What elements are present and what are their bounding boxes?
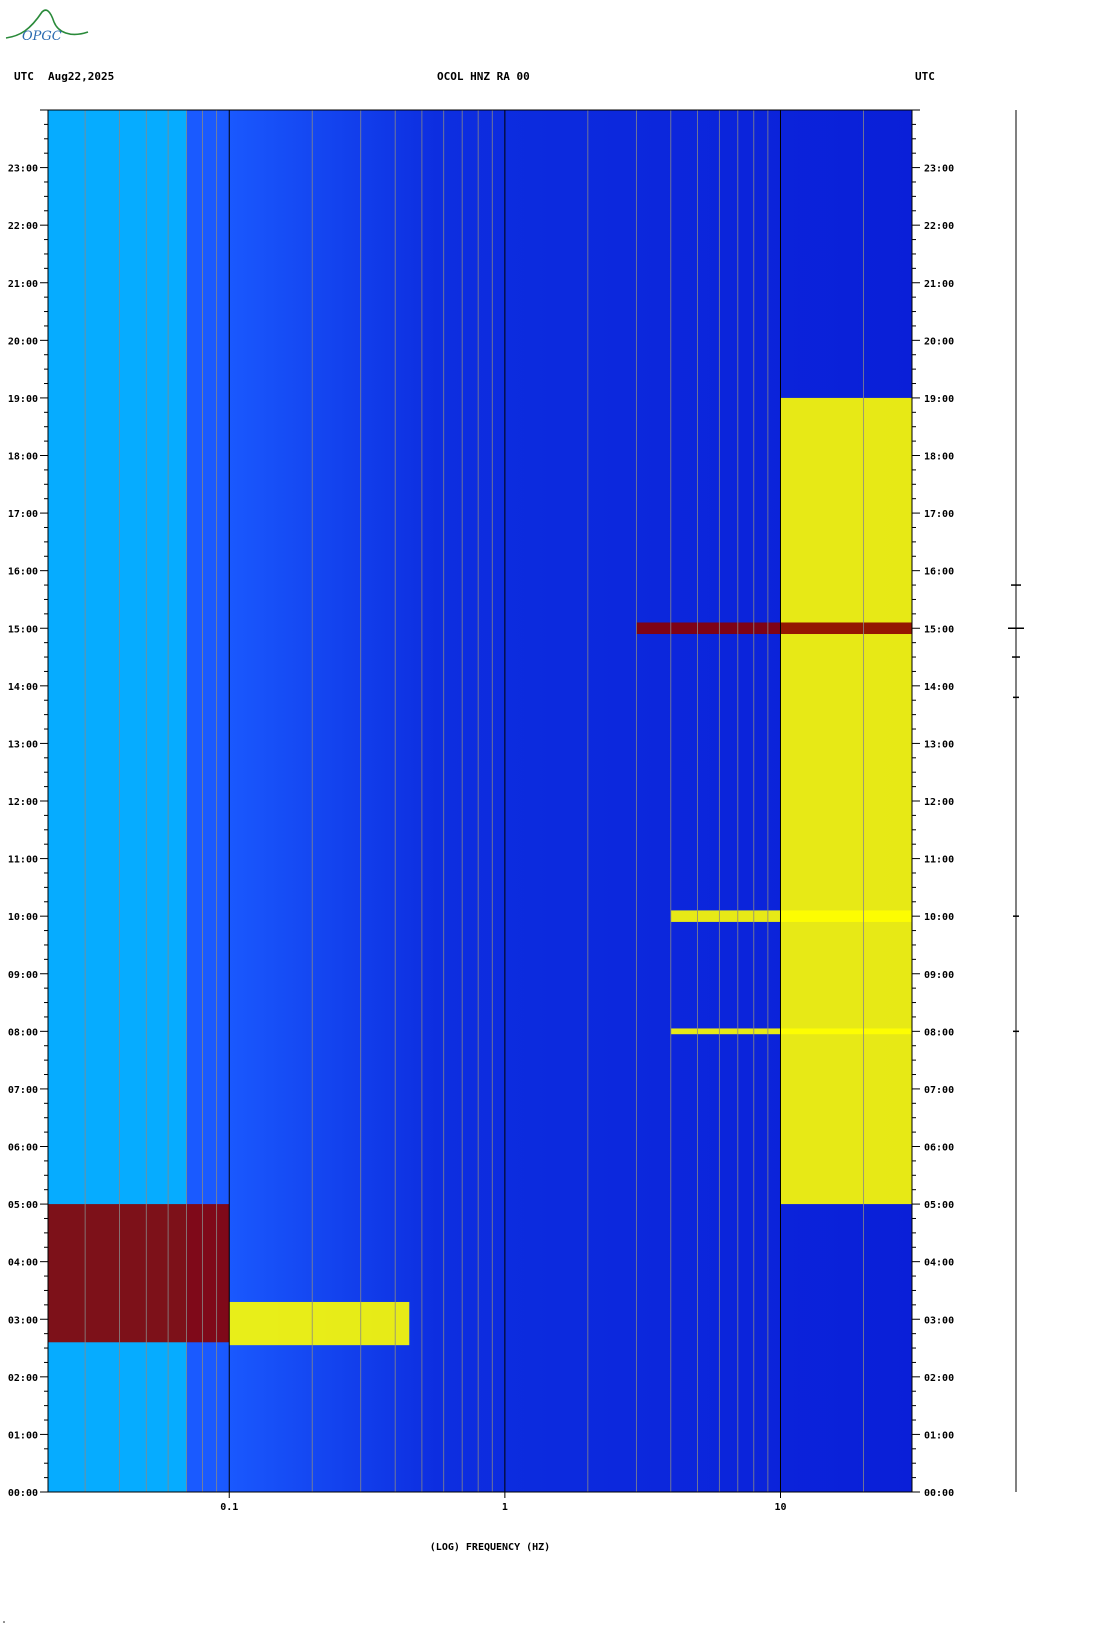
right-time-label: 12:00 xyxy=(924,797,954,808)
corner-mark: ᵃ xyxy=(2,1620,6,1627)
right-time-label: 11:00 xyxy=(924,855,954,866)
right-time-label: 20:00 xyxy=(924,336,954,347)
left-time-label: 20:00 xyxy=(8,336,38,347)
left-time-label: 17:00 xyxy=(8,509,38,520)
feature-5 xyxy=(670,1028,912,1035)
right-time-label: 19:00 xyxy=(924,394,954,405)
right-time-label: 07:00 xyxy=(924,1085,954,1096)
left-time-label: 12:00 xyxy=(8,797,38,808)
right-time-label: 01:00 xyxy=(924,1430,954,1441)
left-time-label: 14:00 xyxy=(8,682,38,693)
frequency-tick-label: 1 xyxy=(502,1502,508,1513)
frequency-axis: 0.1 1 10 xyxy=(220,1492,787,1513)
left-time-label: 07:00 xyxy=(8,1085,38,1096)
left-time-label: 15:00 xyxy=(8,624,38,635)
left-time-label: 03:00 xyxy=(8,1315,38,1326)
right-time-label: 05:00 xyxy=(924,1200,954,1211)
left-time-label: 23:00 xyxy=(8,164,38,175)
station-title: OCOL HNZ RA 00 xyxy=(437,70,530,83)
left-time-label: 21:00 xyxy=(8,279,38,290)
left-time-label: 01:00 xyxy=(8,1430,38,1441)
right-time-label: 18:00 xyxy=(924,452,954,463)
right-time-label: 15:00 xyxy=(924,624,954,635)
right-time-label: 22:00 xyxy=(924,221,954,232)
left-time-label: 16:00 xyxy=(8,567,38,578)
feature-4 xyxy=(636,622,912,635)
right-time-label: 23:00 xyxy=(924,164,954,175)
logo-text: OPGC xyxy=(22,29,62,44)
left-time-label: 13:00 xyxy=(8,739,38,750)
right-time-label: 16:00 xyxy=(924,567,954,578)
feature-2 xyxy=(229,1301,410,1346)
left-time-label: 00:00 xyxy=(8,1488,38,1499)
left-time-label: 11:00 xyxy=(8,855,38,866)
left-time-label: 18:00 xyxy=(8,452,38,463)
right-time-label: 03:00 xyxy=(924,1315,954,1326)
right-timezone-label: UTC xyxy=(915,70,935,83)
frequency-tick-label: 10 xyxy=(774,1502,786,1513)
left-time-label: 08:00 xyxy=(8,1027,38,1038)
right-time-label: 21:00 xyxy=(924,279,954,290)
spectral-features xyxy=(48,110,912,1492)
frequency-tick-label: 0.1 xyxy=(220,1502,238,1513)
right-time-axis: 00:00 01:00 02:00 03:00 04:00 05:00 06:00 07:00… xyxy=(912,109,954,1499)
left-time-label: 02:00 xyxy=(8,1373,38,1384)
left-time-label: 09:00 xyxy=(8,970,38,981)
right-time-label: 14:00 xyxy=(924,682,954,693)
left-time-label: 06:00 xyxy=(8,1143,38,1154)
right-time-label: 09:00 xyxy=(924,970,954,981)
date-label: Aug22,2025 xyxy=(48,70,115,83)
seismogram-trace xyxy=(1008,110,1024,1492)
right-time-label: 04:00 xyxy=(924,1258,954,1269)
right-time-label: 06:00 xyxy=(924,1143,954,1154)
frequency-gridlines xyxy=(47,109,913,1493)
left-time-axis: 00:00 01:00 02:00 03:00 04:00 05:00 06:00 07:00… xyxy=(8,109,48,1499)
left-time-label: 05:00 xyxy=(8,1200,38,1211)
feature-3 xyxy=(780,397,912,1205)
left-time-label: 10:00 xyxy=(8,912,38,923)
right-time-label: 17:00 xyxy=(924,509,954,520)
left-timezone-label: UTC xyxy=(14,70,34,83)
right-time-label: 00:00 xyxy=(924,1488,954,1499)
right-time-label: 02:00 xyxy=(924,1373,954,1384)
opgc-logo: OPGC xyxy=(0,2,95,51)
feature-6 xyxy=(670,910,912,922)
right-time-label: 08:00 xyxy=(924,1027,954,1038)
feature-1 xyxy=(48,1204,230,1343)
left-time-label: 19:00 xyxy=(8,394,38,405)
x-axis-label: (LOG) FREQUENCY (HZ) xyxy=(430,1542,550,1553)
left-time-label: 22:00 xyxy=(8,221,38,232)
left-time-label: 04:00 xyxy=(8,1258,38,1269)
right-time-label: 13:00 xyxy=(924,739,954,750)
right-time-label: 10:00 xyxy=(924,912,954,923)
